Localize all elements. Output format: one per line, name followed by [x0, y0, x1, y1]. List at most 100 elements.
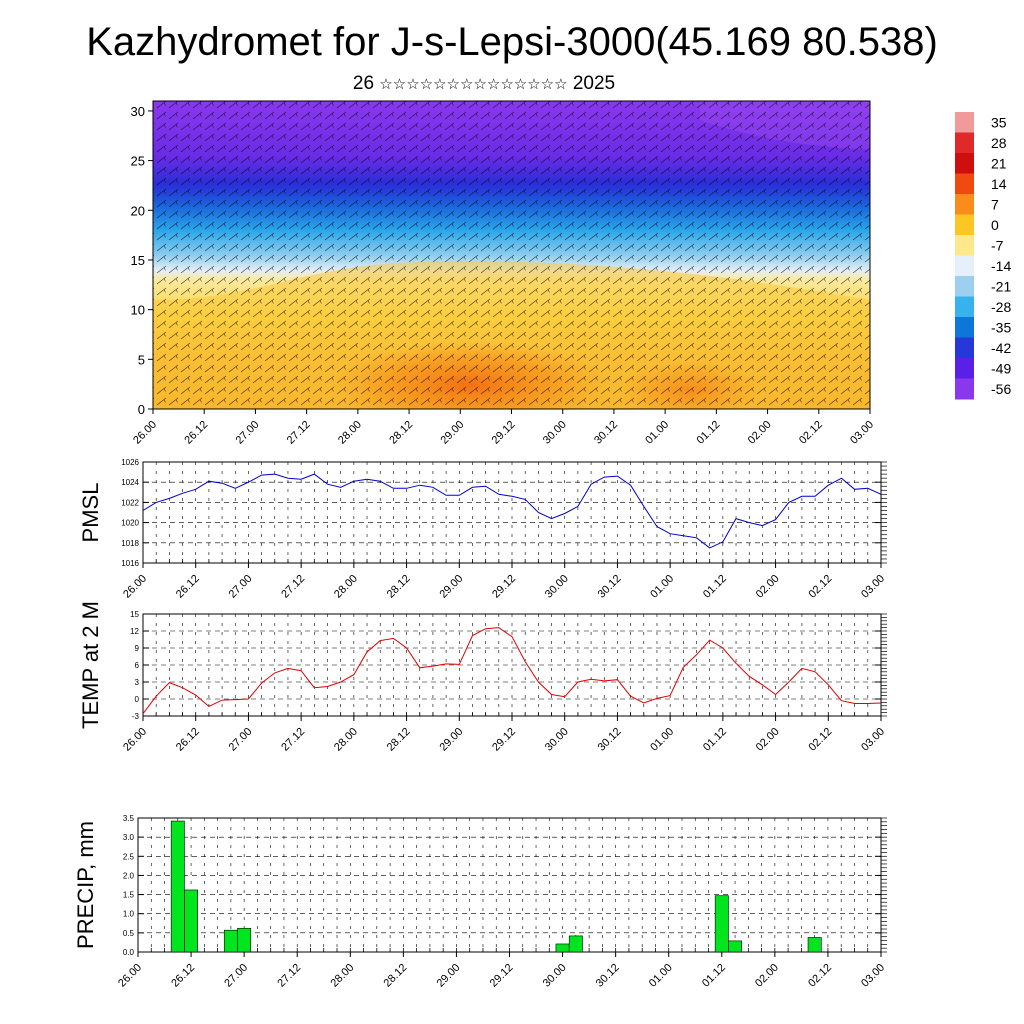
colorbar-label: -49 — [991, 360, 1011, 376]
x-tick-label: 29.12 — [490, 726, 518, 754]
x-tick-label: 30.12 — [596, 726, 624, 754]
field-x-tick-label: 03.00 — [848, 419, 876, 447]
x-tick-label: 29.12 — [488, 962, 516, 990]
temperature-wind-field: 0 5 10 15 20 25 30 26.00 26.12 27.00 27.12 28.00 28… — [131, 100, 876, 447]
y-tick-label: 1022 — [121, 498, 139, 507]
field-y-tick-label: 15 — [131, 253, 145, 268]
colorbar-swatch — [955, 337, 974, 359]
x-tick-label: 28.12 — [382, 962, 410, 990]
field-x-tick-label: 02.12 — [797, 419, 825, 447]
field-x-tick-label: 30.12 — [592, 419, 620, 447]
y-tick-label: 2.0 — [123, 871, 135, 880]
colorbar-label: -28 — [991, 299, 1011, 315]
x-tick-label: 28.12 — [385, 726, 413, 754]
colorbar-swatch — [955, 276, 974, 297]
field-y-tick-label: 0 — [138, 402, 145, 417]
x-tick-label: 27.12 — [279, 726, 307, 754]
colorbar-swatch — [955, 235, 974, 256]
y-tick-label: 1.5 — [123, 891, 135, 900]
x-tick-label: 03.00 — [859, 962, 887, 990]
colorbar-swatch — [955, 214, 974, 236]
colorbar-label: -42 — [991, 340, 1011, 356]
x-tick-label: 27.12 — [275, 962, 303, 990]
x-tick-label: 28.00 — [332, 726, 360, 754]
chart-title: Kazhydromet for J-s-Lepsi-3000(45.169 80… — [86, 20, 938, 64]
y-tick-label: 2.5 — [123, 852, 135, 861]
pmsl-panel: 1016 1018 1020 1022 1024 1026 26.00 26.12 27.00 2… — [78, 458, 887, 601]
colorbar-label: 0 — [991, 217, 999, 233]
colorbar-swatch — [955, 296, 974, 318]
x-tick-label: 26.00 — [121, 573, 149, 601]
x-tick-label: 02.12 — [806, 573, 834, 601]
x-tick-label: 01.00 — [648, 726, 676, 754]
precip-bar — [714, 895, 729, 953]
field-x-tick-label: 26.12 — [182, 419, 210, 447]
temp-panel: -3 0 3 6 9 12 15 26.00 26.12 27.00 27.12 28.00 28.12… — [78, 601, 887, 754]
field-x-tick-label: 01.12 — [695, 419, 723, 447]
y-tick-label: 3.0 — [123, 833, 135, 842]
y-tick-label: 0 — [135, 695, 140, 704]
precip-bar — [184, 889, 199, 953]
precip-panel: 0.0 0.5 1.0 1.5 2.0 2.5 3.0 3.5 26.00 26.12 27.00 2… — [73, 814, 887, 990]
field-y-tick-label: 5 — [138, 352, 145, 367]
x-tick-label: 29.00 — [435, 962, 463, 990]
x-tick-label: 30.12 — [596, 573, 624, 601]
field-x-tick-label: 02.00 — [746, 419, 774, 447]
colorbar-swatch — [955, 194, 974, 215]
y-tick-label: 1020 — [121, 519, 139, 528]
y-tick-label: 3 — [135, 678, 140, 687]
colorbar-swatch — [955, 378, 974, 400]
colorbar-swatch — [955, 112, 974, 133]
x-tick-label: 03.00 — [859, 726, 887, 754]
y-axis-label: PRECIP, mm — [73, 821, 98, 949]
field-x-tick-label: 29.12 — [490, 419, 518, 447]
x-tick-label: 02.00 — [753, 962, 781, 990]
x-tick-label: 29.12 — [490, 573, 518, 601]
field-y-axis: 0 5 10 15 20 25 30 — [131, 104, 153, 417]
precip-bar — [170, 820, 185, 953]
y-tick-label: -3 — [132, 712, 140, 721]
wind-barbs — [153, 101, 870, 409]
colorbar-label: 7 — [991, 196, 999, 212]
x-tick-label: 01.12 — [701, 573, 729, 601]
y-tick-label: 12 — [130, 627, 139, 636]
subtitle-day: 26 — [352, 73, 375, 94]
field-x-tick-label: 27.00 — [234, 419, 262, 447]
x-tick-label: 26.12 — [169, 962, 197, 990]
subtitle-year: 2025 — [572, 73, 616, 94]
x-tick-label: 26.12 — [174, 573, 202, 601]
field-x-tick-label: 28.00 — [336, 419, 364, 447]
field-x-tick-label: 30.00 — [541, 419, 569, 447]
x-tick-label: 01.00 — [647, 962, 675, 990]
colorbar-swatch — [955, 255, 974, 277]
y-tick-label: 0.0 — [123, 948, 135, 957]
x-tick-label: 26.12 — [174, 726, 202, 754]
y-tick-label: 1018 — [121, 539, 139, 548]
field-y-tick-label: 20 — [131, 203, 145, 218]
x-tick-label: 02.12 — [806, 962, 834, 990]
x-tick-label: 27.00 — [222, 962, 250, 990]
field-y-tick-label: 10 — [131, 303, 145, 318]
x-tick-label: 01.12 — [701, 726, 729, 754]
x-tick-label: 27.00 — [227, 573, 255, 601]
temp-series-line — [142, 627, 882, 715]
field-x-axis: 26.00 26.12 27.00 27.12 28.00 28.12 29.00 29.12… — [131, 409, 876, 447]
colorbar-swatch — [955, 153, 974, 174]
x-tick-label: 30.00 — [541, 962, 569, 990]
colorbar-label: 21 — [991, 155, 1007, 171]
precip-bar — [223, 929, 238, 953]
y-axis-label: TEMP at 2 M — [78, 601, 103, 729]
x-tick-label: 28.00 — [332, 573, 360, 601]
colorbar-swatch — [955, 317, 974, 338]
y-tick-label: 1026 — [121, 458, 139, 467]
x-tick-label: 30.00 — [543, 726, 571, 754]
colorbar-label: 28 — [991, 135, 1007, 151]
x-tick-label: 01.00 — [648, 573, 676, 601]
x-tick-label: 02.00 — [754, 726, 782, 754]
colorbar: 35 28 21 14 7 0 -7 -14 -21 -28 -35 -42 -49 -56 — [955, 112, 1011, 400]
colorbar-label: -35 — [991, 319, 1011, 335]
x-tick-label: 26.00 — [116, 962, 144, 990]
field-x-tick-label: 27.12 — [285, 419, 313, 447]
field-x-tick-label: 28.12 — [387, 419, 415, 447]
